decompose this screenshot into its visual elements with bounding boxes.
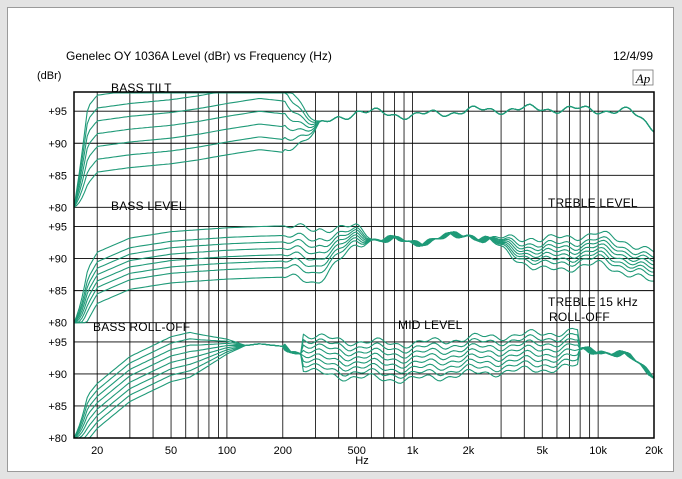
- y-tick-label: +90: [48, 138, 67, 150]
- y-tick-label: +80: [48, 202, 67, 214]
- annotation-treble-15k-line2: ROLL-OFF: [549, 310, 610, 324]
- ap-logo-text: Ap: [635, 71, 651, 86]
- y-tick-label: +95: [48, 337, 67, 349]
- frequency-response-chart: Genelec OY 1036A Level (dBr) vs Frequenc…: [37, 49, 663, 467]
- y-tick-label: +85: [48, 401, 67, 413]
- y-tick-label: +80: [48, 318, 67, 330]
- x-tick-label: 20k: [645, 445, 663, 457]
- x-tick-label: 20: [91, 445, 103, 457]
- x-tick-label: 200: [274, 445, 292, 457]
- y-tick-label: +95: [48, 222, 67, 234]
- x-tick-label: 500: [347, 445, 365, 457]
- annotation-mid-level: MID LEVEL: [398, 318, 463, 332]
- annotation-bass-rolloff: BASS ROLL-OFF: [93, 320, 190, 334]
- y-tick-label: +85: [48, 170, 67, 182]
- x-tick-label: 5k: [536, 445, 548, 457]
- series-line: [73, 231, 655, 324]
- series-line: [73, 103, 655, 208]
- series-line: [73, 98, 655, 208]
- series-line: [73, 103, 655, 208]
- chart-date: 12/4/99: [613, 49, 653, 63]
- series-line: [73, 92, 655, 208]
- series-line: [73, 333, 655, 439]
- annotation-bass-tilt: BASS TILT: [111, 81, 172, 95]
- y-tick-label: +85: [48, 286, 67, 298]
- series-line: [74, 343, 655, 439]
- series-line: [73, 338, 655, 439]
- series-line: [74, 232, 655, 324]
- x-tick-label: 2k: [463, 445, 475, 457]
- ap-logo: Ap: [632, 69, 654, 86]
- series-line: [73, 103, 655, 208]
- y-unit-label: (dBr): [37, 70, 61, 82]
- curves: [73, 92, 655, 439]
- series-line: [73, 226, 655, 323]
- chart-frame: Genelec OY 1036A Level (dBr) vs Frequenc…: [7, 7, 674, 472]
- series-line: [73, 343, 655, 439]
- y-tick-label: +95: [48, 106, 67, 118]
- series-line: [74, 343, 655, 439]
- series-line: [73, 343, 655, 439]
- annotation-treble-15k-line1: TREBLE 15 kHz: [548, 295, 638, 309]
- y-tick-label: +90: [48, 369, 67, 381]
- annotation-bass-level: BASS LEVEL: [111, 199, 186, 213]
- y-tick-label: +90: [48, 254, 67, 266]
- series-line: [74, 232, 655, 324]
- series-line: [74, 232, 655, 324]
- x-tick-label: 100: [218, 445, 236, 457]
- series-line: [74, 343, 655, 439]
- series-line: [73, 223, 655, 323]
- x-axis-title: Hz: [355, 455, 368, 467]
- tick-labels: +80 +85 +90 +95 +80 +85 +90 +95 +80 +85 +90 +95 20 50…: [48, 106, 663, 457]
- series-line: [73, 92, 655, 208]
- series-line: [73, 228, 655, 324]
- chart-title: Genelec OY 1036A Level (dBr) vs Frequenc…: [66, 49, 332, 63]
- x-tick-label: 50: [165, 445, 177, 457]
- series-line: [73, 103, 655, 208]
- x-tick-label: 10k: [589, 445, 607, 457]
- x-tick-label: 1k: [407, 445, 419, 457]
- y-tick-label: +80: [48, 433, 67, 445]
- series-line: [73, 327, 655, 439]
- plot-border: [73, 91, 655, 439]
- series-line: [73, 231, 655, 324]
- annotation-treble-level: TREBLE LEVEL: [548, 196, 638, 210]
